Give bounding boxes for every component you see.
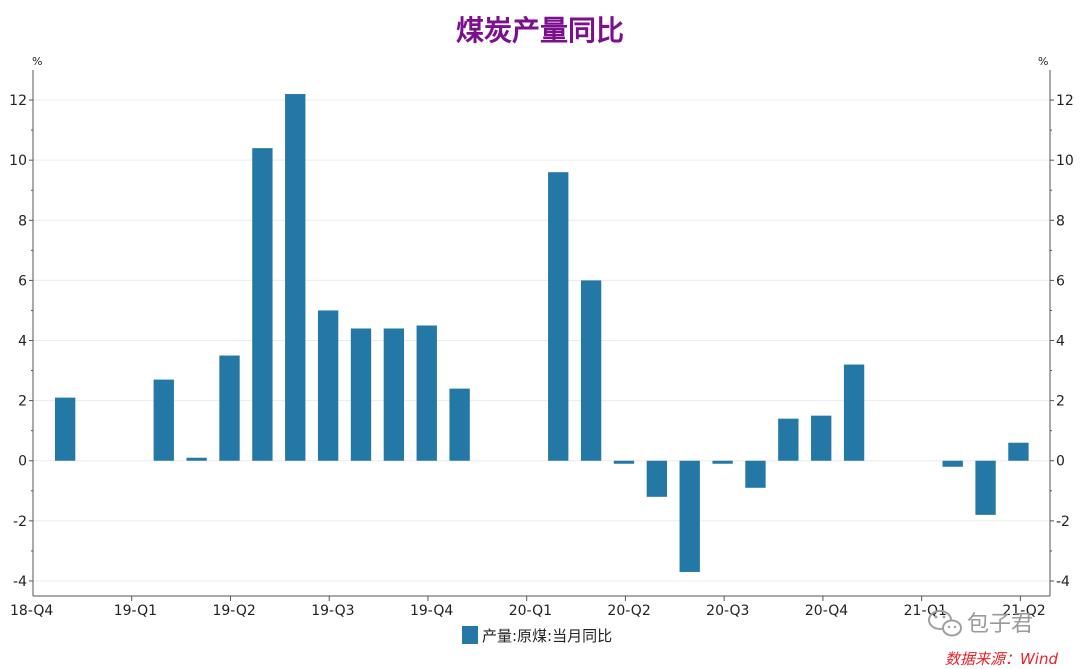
x-tick-label: 21-Q2 (1002, 603, 1045, 619)
bar (416, 325, 437, 461)
bar (548, 172, 569, 461)
bar (975, 460, 996, 515)
x-tick-label: 19-Q3 (311, 603, 354, 619)
x-tick-label: 20-Q1 (509, 603, 552, 619)
bar (186, 457, 207, 461)
bar (843, 364, 865, 461)
bar (1008, 442, 1029, 461)
watermark-text: 包子君 (967, 612, 1033, 637)
y-tick-label-right: 6 (1056, 273, 1065, 289)
y-tick-label-left: -4 (13, 574, 27, 590)
x-tick-label: 19-Q4 (410, 603, 453, 619)
y-tick-label-right: -4 (1056, 574, 1070, 590)
y-tick-label-left: 10 (9, 153, 27, 169)
y-tick-label-right: 10 (1056, 153, 1074, 169)
x-tick-label: 20-Q3 (706, 603, 749, 619)
bar (54, 397, 76, 461)
bar (449, 388, 470, 461)
y-tick-label-right: 0 (1056, 454, 1065, 470)
legend-swatch (462, 626, 478, 644)
y-tick-label-right: 2 (1056, 394, 1065, 410)
y-tick-label-left: 6 (18, 273, 27, 289)
bars (54, 94, 1029, 572)
bar (219, 355, 240, 461)
y-tick-label-right: 12 (1056, 93, 1074, 109)
bar (285, 94, 306, 461)
y-tick-label-left: 8 (18, 213, 27, 229)
x-tick-label: 18-Q4 (10, 603, 53, 619)
x-tick-label: 21-Q1 (904, 603, 947, 619)
left-unit-label: % (32, 55, 42, 68)
y-tick-label-left: -2 (13, 514, 27, 530)
y-tick-label-left: 0 (18, 454, 27, 470)
y-tick-label-left: 4 (18, 334, 27, 350)
bar (383, 328, 405, 461)
watermark: 包子君 (928, 610, 1033, 637)
bar (712, 460, 733, 464)
wechat-icon (928, 610, 962, 637)
bar (745, 460, 766, 488)
bar (811, 415, 832, 461)
source-note: 数据来源：Wind (945, 650, 1059, 668)
legend: 产量:原煤:当月同比 (462, 626, 612, 645)
x-tick-label: 19-Q1 (114, 603, 157, 619)
bar (679, 460, 700, 572)
right-unit-label: % (1038, 55, 1048, 68)
bar (646, 460, 668, 497)
bar (252, 148, 273, 461)
bar (942, 460, 963, 467)
bar (778, 418, 799, 461)
y-ticks: -4 -4 -2 -2 0 0 2 2 4 4 6 6 8 8 10 10 12 12 (9, 93, 1074, 590)
legend-label: 产量:原煤:当月同比 (482, 627, 612, 645)
chart-title: 煤炭产量同比 (456, 14, 624, 47)
grid-lines (33, 99, 1050, 582)
y-tick-label-right: -2 (1056, 514, 1070, 530)
y-tick-label-right: 8 (1056, 213, 1065, 229)
x-tick-label: 19-Q2 (212, 603, 255, 619)
x-tick-label: 20-Q4 (805, 603, 848, 619)
y-tick-label-left: 12 (9, 93, 27, 109)
bar (350, 328, 372, 461)
bar (317, 310, 339, 461)
bar (153, 379, 174, 461)
y-tick-label-right: 4 (1056, 334, 1065, 350)
bar (613, 460, 635, 464)
x-ticks: 18-Q4 19-Q1 19-Q2 19-Q3 19-Q4 20-Q1 20-Q2 20-Q3… (10, 596, 1046, 619)
bar (580, 280, 602, 461)
x-tick-label: 20-Q2 (607, 603, 650, 619)
y-tick-label-left: 2 (18, 394, 27, 410)
